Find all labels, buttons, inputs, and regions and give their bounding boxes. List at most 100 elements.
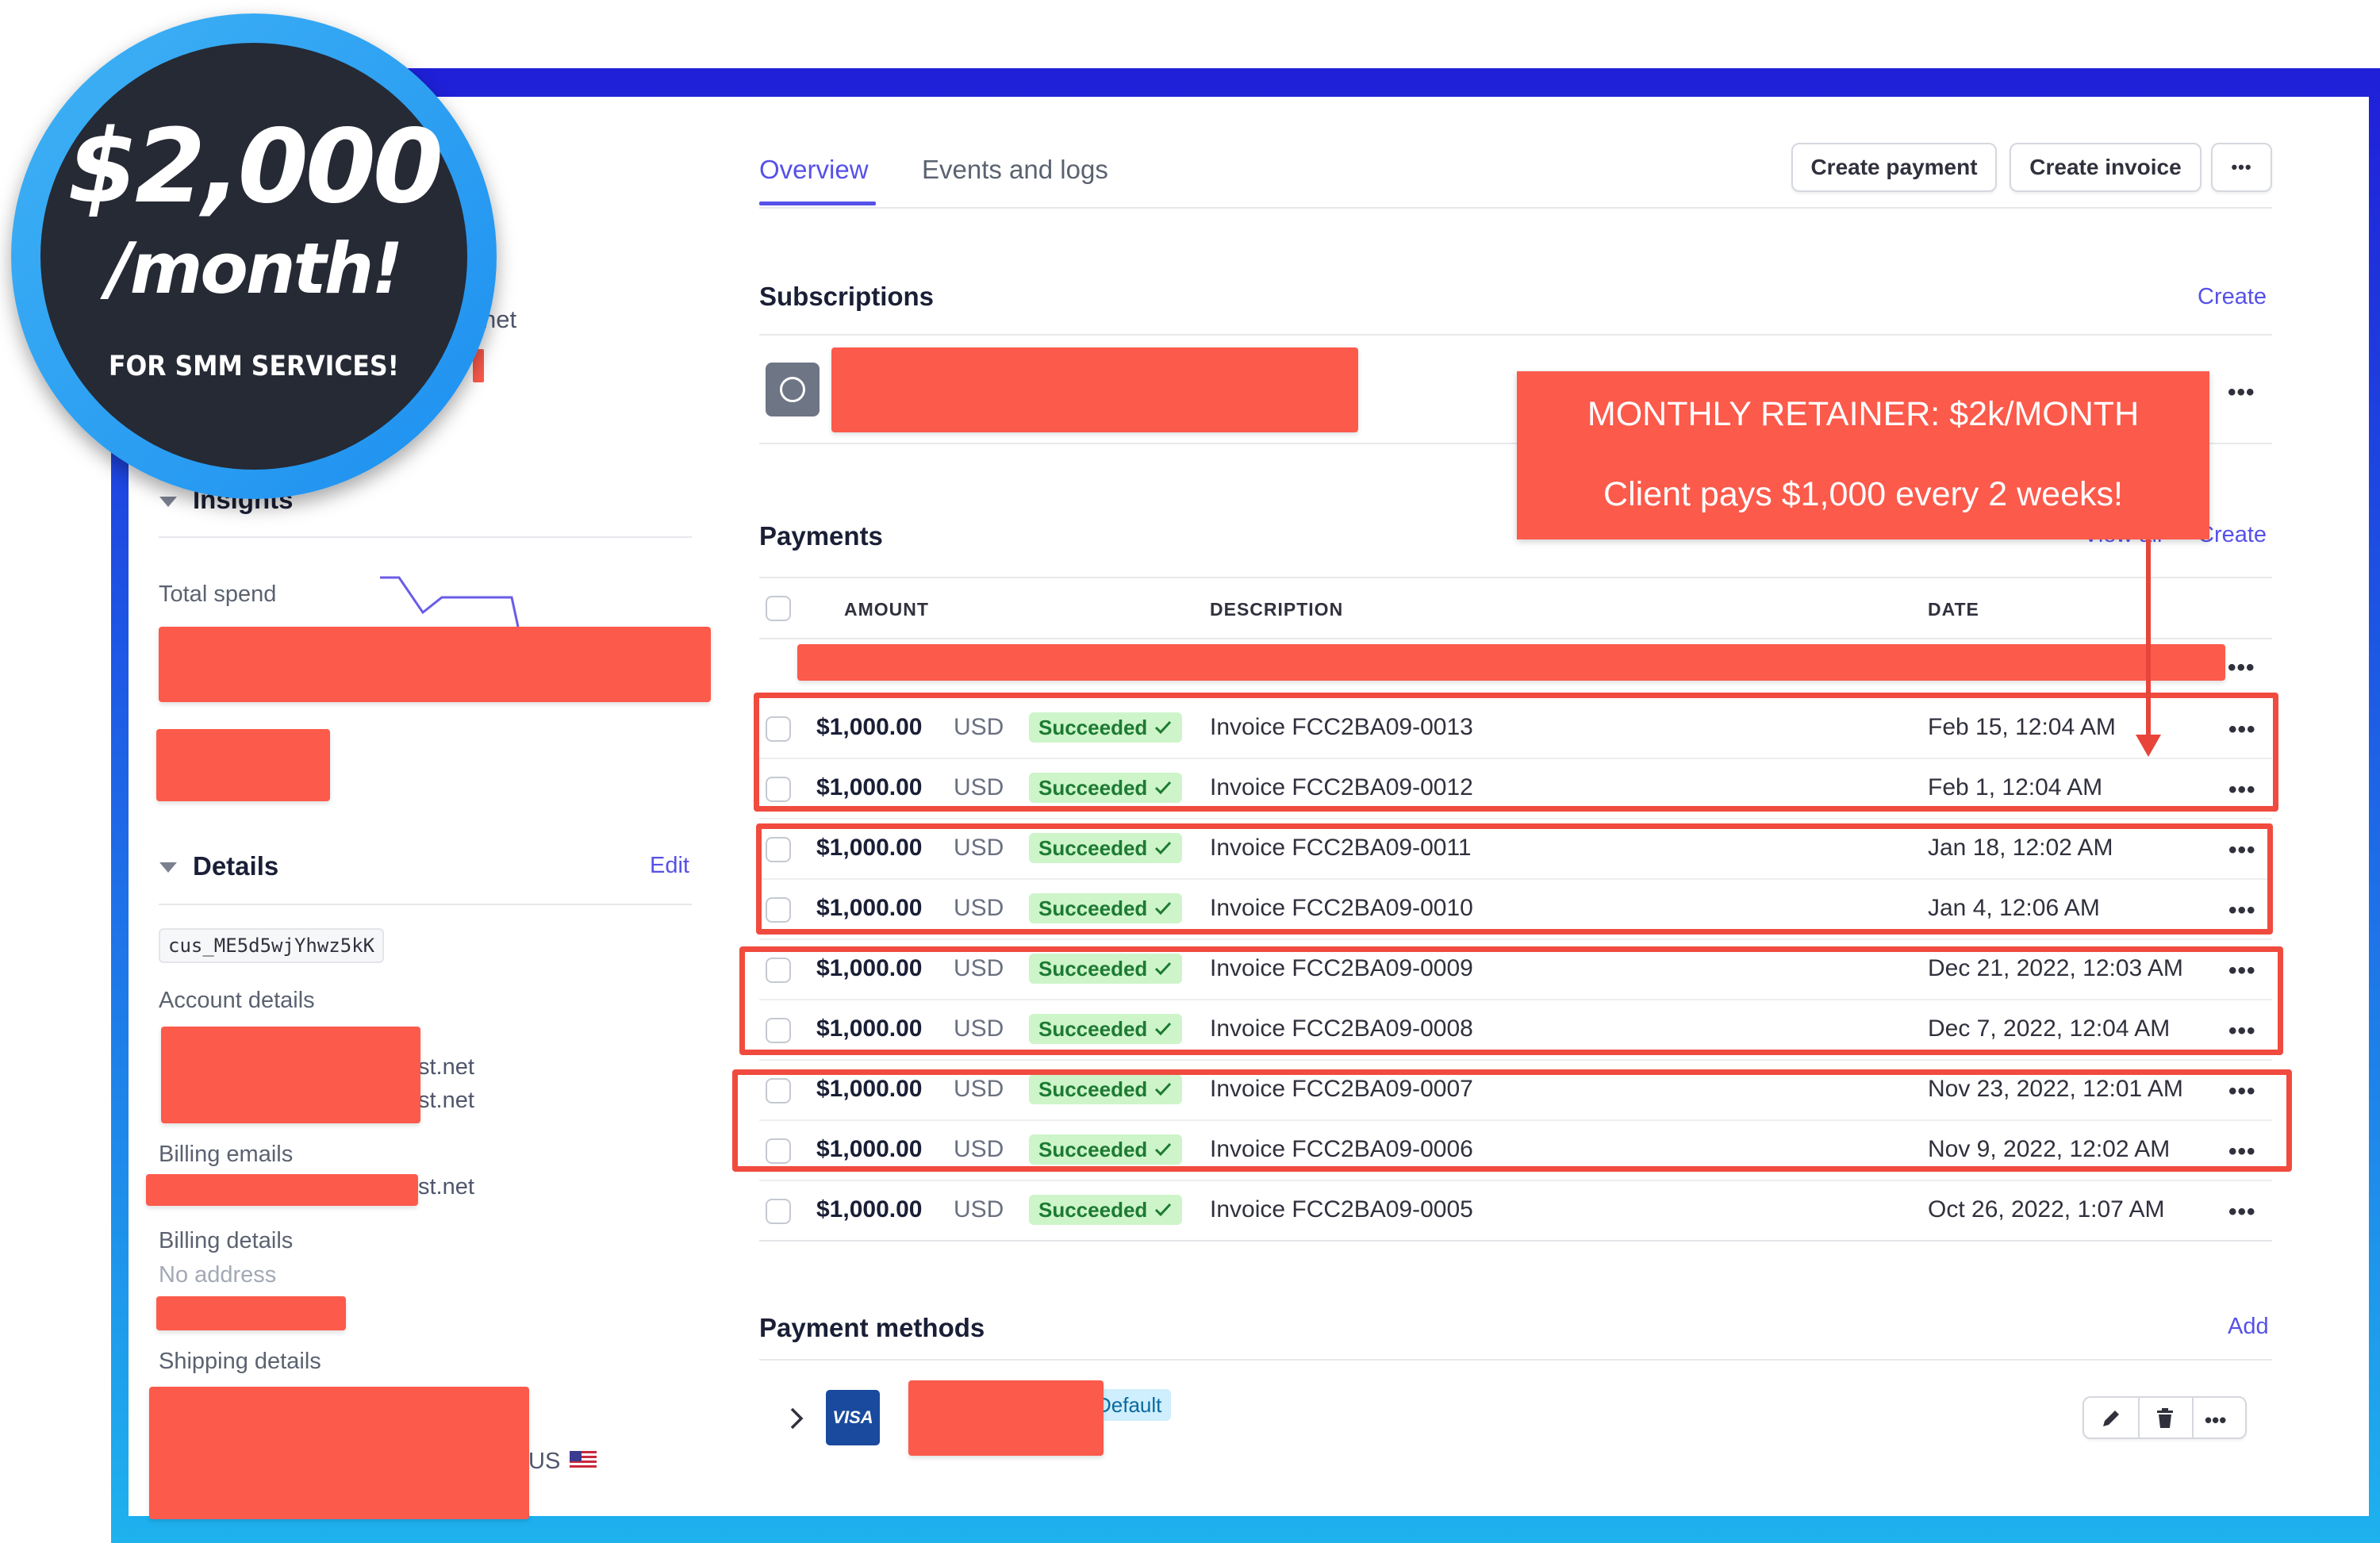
subscription-more-dots-icon[interactable]: ••• <box>2228 379 2255 405</box>
account-email-suffix-2: st.net <box>418 1088 474 1113</box>
table-row[interactable]: $1,000.00 USD Succeeded Invoice FCC2BA09-00… <box>759 1061 2272 1121</box>
payment-date: Jan 18, 12:02 AM <box>1928 835 2113 861</box>
redacted-header-fragment <box>473 349 484 382</box>
more-dots-icon[interactable]: ••• <box>2228 958 2256 984</box>
payment-description[interactable]: Invoice FCC2BA09-0010 <box>1210 895 1473 921</box>
table-row[interactable]: $1,000.00 USD Succeeded Invoice FCC2BA09-00… <box>759 1121 2272 1181</box>
redacted-billing-email <box>146 1174 418 1206</box>
more-dots-icon[interactable]: ••• <box>2228 716 2256 743</box>
status-badge: Succeeded <box>1029 1195 1183 1225</box>
table-row[interactable]: $1,000.00 USD Succeeded Invoice FCC2BA09-00… <box>759 699 2272 759</box>
billing-emails-label: Billing emails <box>159 1142 294 1167</box>
table-row[interactable]: $1,000.00 USD Succeeded Invoice FCC2BA09-00… <box>759 1181 2272 1242</box>
payment-amount: $1,000.00 <box>816 895 923 921</box>
payment-description[interactable]: Invoice FCC2BA09-0007 <box>1210 1076 1473 1102</box>
payment-amount: $1,000.00 <box>816 1136 923 1162</box>
pencil-icon[interactable] <box>2100 1407 2122 1430</box>
more-dots-icon[interactable]: ••• <box>2228 837 2256 863</box>
table-row[interactable]: $1,000.00 USD Succeeded Invoice FCC2BA09-00… <box>759 759 2272 819</box>
status-text: Succeeded <box>1038 956 1148 981</box>
row-checkbox[interactable] <box>766 897 791 923</box>
more-dots-icon[interactable]: ••• <box>2228 1138 2256 1165</box>
payment-description[interactable]: Invoice FCC2BA09-0011 <box>1210 835 1472 861</box>
chevron-right-icon[interactable] <box>788 1406 805 1431</box>
row-checkbox[interactable] <box>766 777 791 802</box>
callout-line-1: MONTHLY RETAINER: $2k/MONTH <box>1587 395 2140 433</box>
details-title[interactable]: Details <box>193 851 279 881</box>
tab-events-and-logs[interactable]: Events and logs <box>922 155 1108 184</box>
account-email-suffix-1: st.net <box>418 1054 474 1080</box>
payment-currency: USD <box>954 774 1004 800</box>
row-checkbox[interactable] <box>766 1199 791 1224</box>
row-divider <box>759 1059 2272 1061</box>
subscriptions-create-link[interactable]: Create <box>2198 284 2267 309</box>
check-icon <box>1155 781 1172 795</box>
promo-badge: $2,000 /month! FOR SMM SERVICES! <box>11 13 497 499</box>
row-divider <box>759 818 2272 819</box>
payment-date: Oct 26, 2022, 1:07 AM <box>1928 1196 2165 1223</box>
column-header-description: DESCRIPTION <box>1210 599 1344 620</box>
card-actions-separator-1 <box>2138 1398 2140 1437</box>
payment-description[interactable]: Invoice FCC2BA09-0009 <box>1210 955 1473 981</box>
more-dots-icon[interactable]: ••• <box>2228 1078 2256 1104</box>
row-checkbox[interactable] <box>766 837 791 862</box>
insights-caret-icon[interactable] <box>159 497 177 507</box>
details-edit-link[interactable]: Edit <box>650 853 689 878</box>
row-checkbox[interactable] <box>766 1078 791 1104</box>
payment-description[interactable]: Invoice FCC2BA09-0008 <box>1210 1015 1473 1042</box>
more-dots-icon[interactable]: ••• <box>2228 1199 2256 1225</box>
payment-date: Dec 21, 2022, 12:03 AM <box>1928 955 2183 981</box>
row-checkbox[interactable] <box>766 716 791 742</box>
payment-currency: USD <box>954 1015 1004 1042</box>
payment-currency: USD <box>954 955 1004 981</box>
payment-amount: $1,000.00 <box>816 774 923 800</box>
status-text: Succeeded <box>1038 835 1148 860</box>
row-divider <box>759 1180 2272 1181</box>
customer-id[interactable]: cus_ME5d5wjYhwz5kK <box>159 928 385 963</box>
promo-amount: $2,000 <box>67 108 443 226</box>
details-caret-icon[interactable] <box>159 862 177 873</box>
table-row[interactable]: $1,000.00 USD Succeeded Invoice FCC2BA09-00… <box>759 819 2272 880</box>
redacted-shipping-details <box>149 1387 529 1519</box>
row-checkbox[interactable] <box>766 958 791 983</box>
more-dots-icon[interactable]: ••• <box>2228 777 2256 803</box>
create-invoice-button[interactable]: Create invoice <box>2010 143 2202 192</box>
status-badge: Succeeded <box>1029 893 1183 923</box>
table-row[interactable]: $1,000.00 USD Succeeded Invoice FCC2BA09-00… <box>759 940 2272 1000</box>
status-text: Succeeded <box>1038 775 1148 800</box>
payment-description[interactable]: Invoice FCC2BA09-0013 <box>1210 714 1473 740</box>
more-dots-icon[interactable]: ••• <box>2228 1018 2256 1044</box>
check-icon <box>1155 901 1172 915</box>
payment-description[interactable]: Invoice FCC2BA09-0006 <box>1210 1136 1473 1162</box>
promo-subtitle: FOR SMM SERVICES! <box>109 351 399 382</box>
highlight-feb-pair <box>754 693 2278 812</box>
row-checkbox[interactable] <box>766 1138 791 1164</box>
payment-amount: $1,000.00 <box>816 1015 923 1042</box>
more-actions-button[interactable]: ••• <box>2211 143 2272 192</box>
select-all-checkbox[interactable] <box>766 596 791 621</box>
redacted-insight-value <box>156 729 330 801</box>
card-more-dots-icon[interactable]: ••• <box>2205 1408 2227 1432</box>
column-header-date: DATE <box>1928 599 1979 620</box>
table-row[interactable]: $1,000.00 USD Succeeded Invoice FCC2BA09-00… <box>759 880 2272 940</box>
payment-currency: USD <box>954 1196 1004 1223</box>
more-dots-icon[interactable]: ••• <box>2228 897 2256 923</box>
table-row[interactable]: $1,000.00 USD Succeeded Invoice FCC2BA09-00… <box>759 1000 2272 1061</box>
tab-overview[interactable]: Overview <box>759 155 869 184</box>
active-tab-indicator <box>759 202 876 205</box>
table-header-divider <box>759 638 2272 639</box>
trash-icon[interactable] <box>2154 1407 2176 1430</box>
check-icon <box>1155 961 1172 976</box>
create-payment-button[interactable]: Create payment <box>1791 143 1997 192</box>
payment-methods-add-link[interactable]: Add <box>2228 1314 2269 1339</box>
row-checkbox[interactable] <box>766 1018 791 1043</box>
row-divider <box>759 758 2272 759</box>
redacted-row-more-dots-icon[interactable]: ••• <box>2228 654 2255 681</box>
payment-description[interactable]: Invoice FCC2BA09-0012 <box>1210 774 1473 800</box>
card-actions-group: ••• <box>2082 1396 2247 1439</box>
payment-description[interactable]: Invoice FCC2BA09-0005 <box>1210 1196 1473 1223</box>
payment-currency: USD <box>954 1076 1004 1102</box>
highlight-nov-pair <box>732 1069 2292 1172</box>
promo-badge-core: $2,000 /month! FOR SMM SERVICES! <box>40 43 467 470</box>
row-divider <box>759 878 2272 880</box>
